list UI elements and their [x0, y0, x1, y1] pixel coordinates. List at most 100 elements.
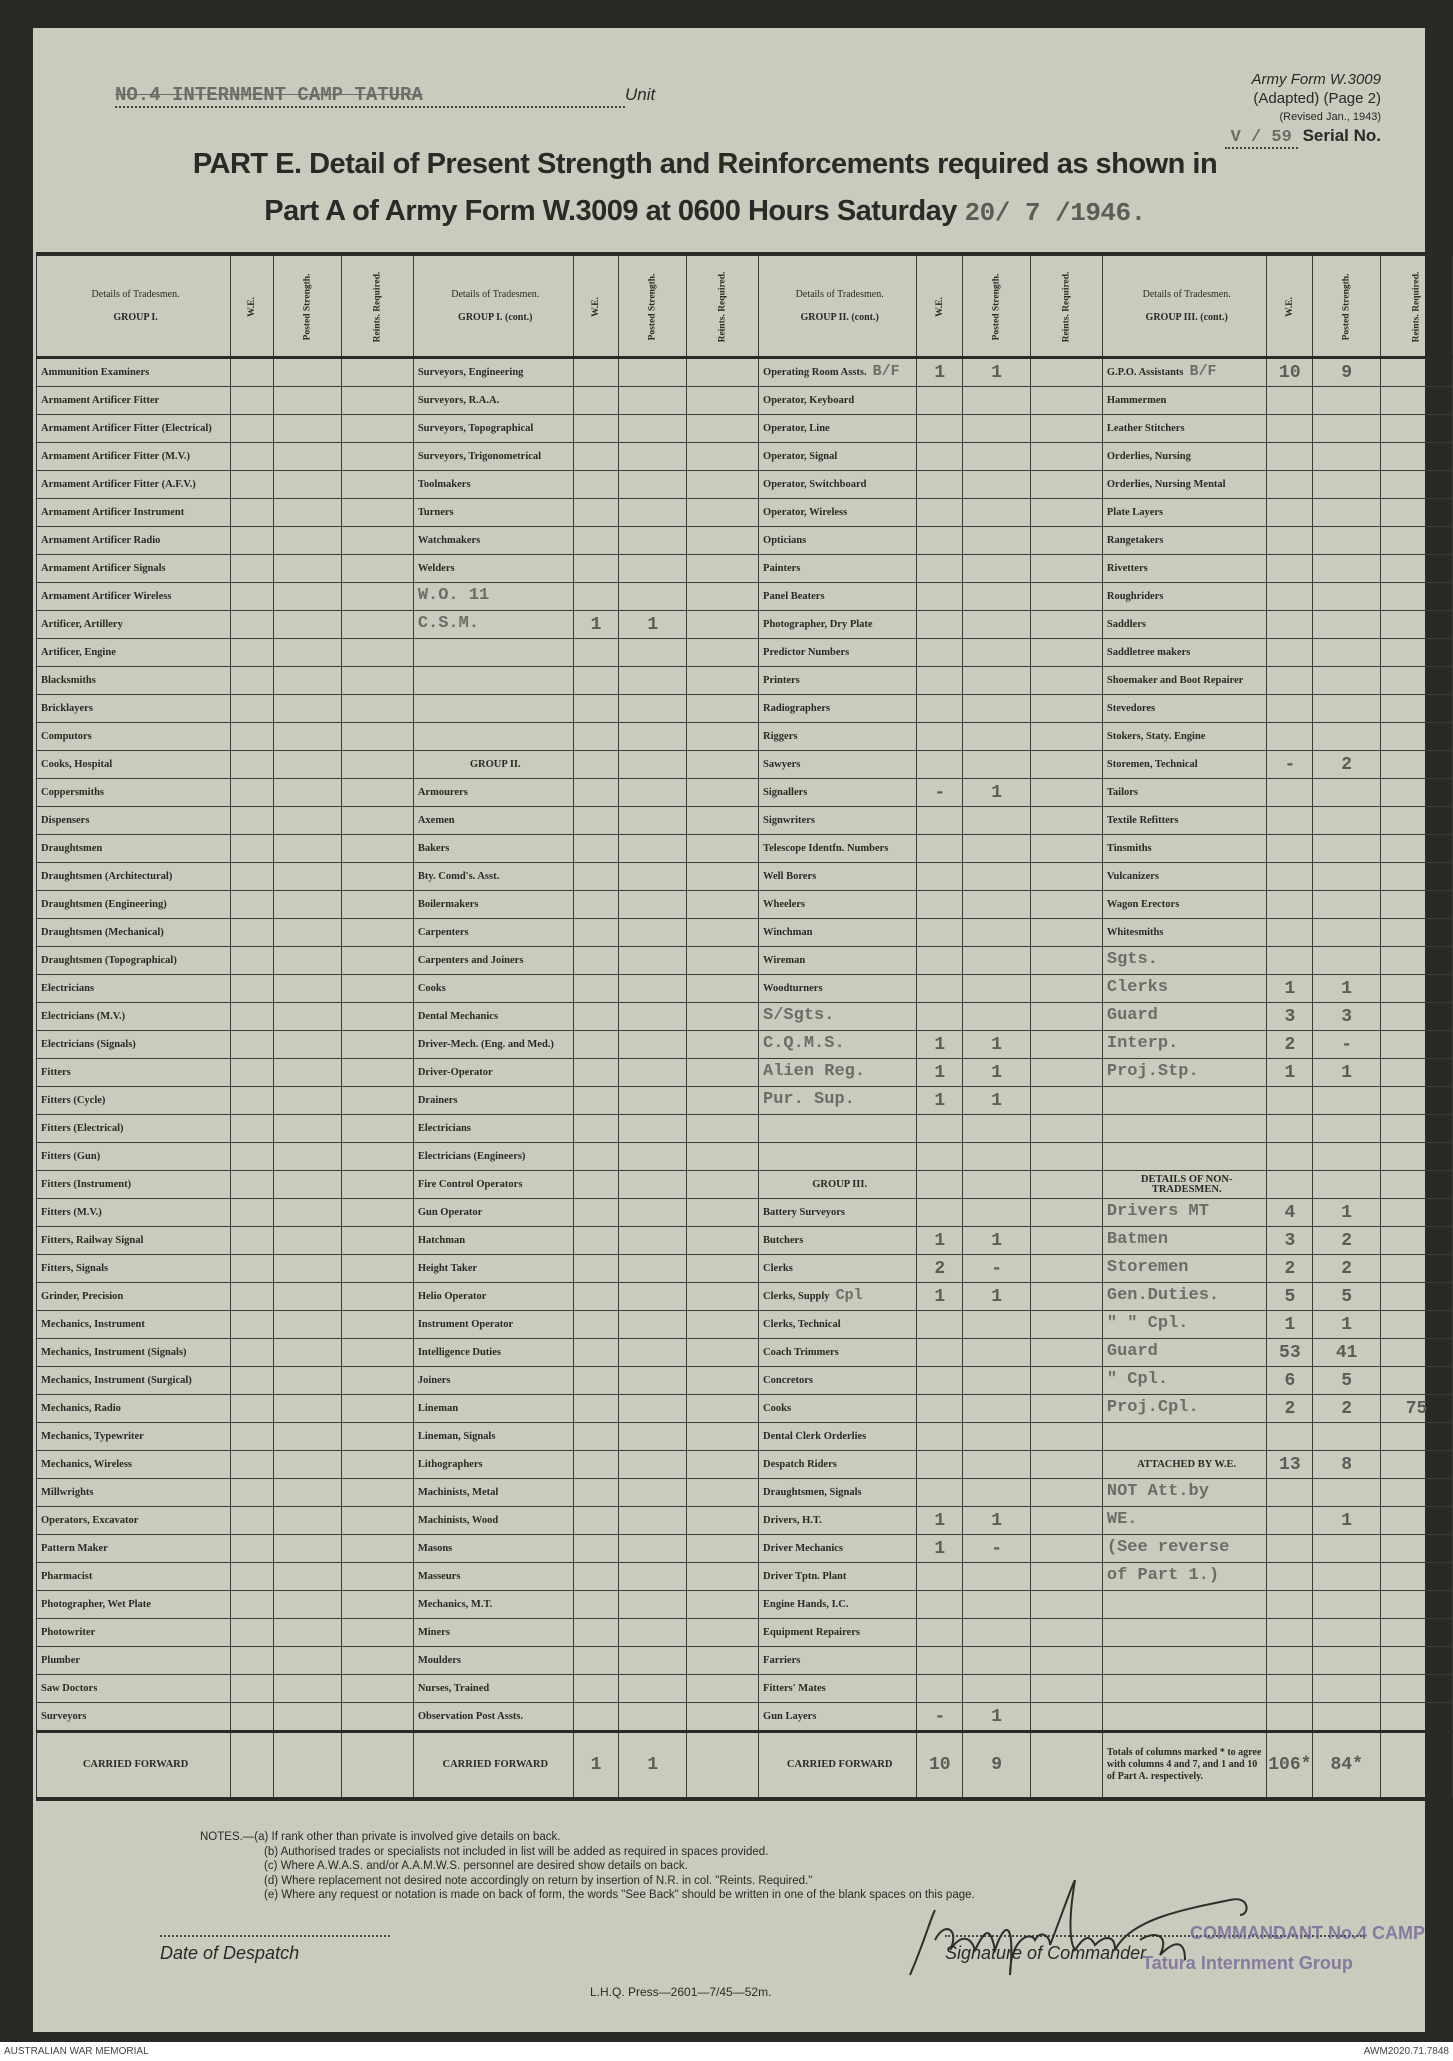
posted-cell[interactable] [273, 1590, 342, 1619]
we-cell[interactable] [230, 357, 275, 387]
we-cell[interactable] [1266, 1142, 1314, 1171]
posted-cell[interactable] [273, 1310, 342, 1339]
reints-cell[interactable] [341, 890, 414, 919]
reints-cell[interactable] [1380, 1562, 1453, 1591]
reints-cell[interactable] [1380, 1366, 1453, 1395]
we-cell[interactable] [230, 946, 275, 975]
posted-cell[interactable] [273, 918, 342, 947]
we-cell[interactable]: 4 [1266, 1198, 1314, 1227]
reints-cell[interactable] [341, 946, 414, 975]
posted-cell[interactable] [1312, 694, 1382, 723]
reints-cell[interactable] [341, 1618, 414, 1647]
posted-cell[interactable] [962, 918, 1032, 947]
posted-cell[interactable] [618, 582, 688, 611]
reints-cell[interactable] [1380, 526, 1453, 555]
posted-cell[interactable] [273, 386, 342, 415]
we-cell[interactable] [916, 974, 964, 1003]
posted-cell[interactable] [618, 1002, 688, 1031]
reints-cell[interactable] [1380, 610, 1453, 639]
posted-cell[interactable] [273, 890, 342, 919]
reints-cell[interactable] [1380, 1086, 1453, 1115]
posted-cell[interactable] [618, 1562, 688, 1591]
reints-cell[interactable] [686, 694, 760, 723]
posted-cell[interactable] [618, 1422, 688, 1451]
we-cell[interactable] [916, 1142, 964, 1171]
we-cell[interactable] [230, 1562, 275, 1591]
we-cell[interactable] [916, 1170, 964, 1199]
we-cell[interactable] [230, 1338, 275, 1367]
reints-cell[interactable] [341, 1198, 414, 1227]
reints-cell[interactable] [341, 1086, 414, 1115]
reints-cell[interactable] [341, 834, 414, 863]
posted-cell[interactable] [618, 526, 688, 555]
we-cell[interactable] [230, 442, 275, 471]
reints-cell[interactable] [1030, 694, 1103, 723]
we-cell[interactable] [1266, 918, 1314, 947]
we-cell[interactable] [230, 778, 275, 807]
we-cell[interactable] [1266, 1114, 1314, 1143]
we-cell[interactable]: 1 [916, 1282, 964, 1311]
reints-cell[interactable] [1380, 946, 1453, 975]
reints-cell[interactable] [686, 582, 760, 611]
we-cell[interactable] [230, 1170, 275, 1199]
we-cell[interactable] [572, 1058, 620, 1087]
reints-cell[interactable] [341, 722, 414, 751]
reints-cell[interactable] [341, 1394, 414, 1423]
we-cell[interactable] [572, 750, 620, 779]
posted-cell[interactable] [962, 1002, 1032, 1031]
we-cell[interactable] [916, 470, 964, 499]
posted-cell[interactable] [273, 470, 342, 499]
posted-cell[interactable] [962, 862, 1032, 891]
reints-cell[interactable] [686, 862, 760, 891]
reints-cell[interactable] [1380, 1338, 1453, 1367]
carried-forward-reints[interactable] [1030, 1730, 1103, 1800]
reints-cell[interactable] [341, 1590, 414, 1619]
we-cell[interactable]: 13 [1266, 1450, 1314, 1479]
reints-cell[interactable] [686, 834, 760, 863]
posted-cell[interactable] [618, 1030, 688, 1059]
reints-cell[interactable] [686, 666, 760, 695]
posted-cell[interactable] [962, 974, 1032, 1003]
we-cell[interactable] [1266, 778, 1314, 807]
posted-cell[interactable] [1312, 442, 1382, 471]
reints-cell[interactable] [341, 918, 414, 947]
we-cell[interactable] [230, 918, 275, 947]
we-cell[interactable] [230, 414, 275, 443]
reints-cell[interactable] [341, 1674, 414, 1703]
we-cell[interactable] [1266, 1590, 1314, 1619]
we-cell[interactable] [230, 1422, 275, 1451]
posted-cell[interactable] [1312, 1170, 1382, 1199]
we-cell[interactable] [572, 806, 620, 835]
reints-cell[interactable] [1030, 554, 1103, 583]
posted-cell[interactable] [962, 1338, 1032, 1367]
reints-cell[interactable] [1380, 862, 1453, 891]
we-cell[interactable] [1266, 1702, 1314, 1732]
posted-cell[interactable] [962, 526, 1032, 555]
we-cell[interactable] [1266, 1562, 1314, 1591]
we-cell[interactable]: - [1266, 750, 1314, 779]
reints-cell[interactable] [341, 1170, 414, 1199]
posted-cell[interactable] [1312, 582, 1382, 611]
reints-cell[interactable] [341, 386, 414, 415]
reints-cell[interactable] [341, 666, 414, 695]
posted-cell[interactable] [618, 442, 688, 471]
reints-cell[interactable] [686, 442, 760, 471]
reints-cell[interactable] [1030, 722, 1103, 751]
we-cell[interactable] [572, 862, 620, 891]
we-cell[interactable] [916, 1478, 964, 1507]
posted-cell[interactable] [962, 470, 1032, 499]
we-cell[interactable] [916, 862, 964, 891]
posted-cell[interactable] [273, 806, 342, 835]
we-cell[interactable] [572, 1030, 620, 1059]
reints-cell[interactable] [1380, 890, 1453, 919]
we-cell[interactable] [916, 1366, 964, 1395]
posted-cell[interactable]: 1 [962, 1506, 1032, 1535]
posted-cell[interactable] [962, 694, 1032, 723]
we-cell[interactable] [572, 470, 620, 499]
posted-cell[interactable] [618, 1674, 688, 1703]
reints-cell[interactable] [1380, 470, 1453, 499]
reints-cell[interactable] [1380, 1590, 1453, 1619]
carried-forward-we[interactable]: 10 [916, 1730, 964, 1800]
we-cell[interactable] [916, 1198, 964, 1227]
reints-cell[interactable] [341, 1030, 414, 1059]
